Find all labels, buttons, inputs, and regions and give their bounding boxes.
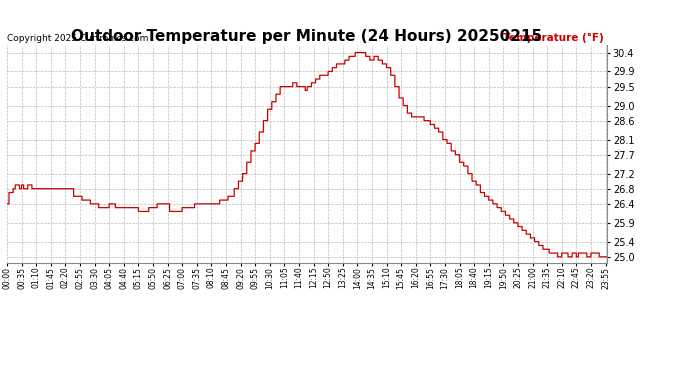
Text: Copyright 2025 Curtronics.com: Copyright 2025 Curtronics.com (7, 34, 148, 43)
Text: Temperature (°F): Temperature (°F) (504, 33, 604, 43)
Title: Outdoor Temperature per Minute (24 Hours) 20250215: Outdoor Temperature per Minute (24 Hours… (72, 29, 542, 44)
